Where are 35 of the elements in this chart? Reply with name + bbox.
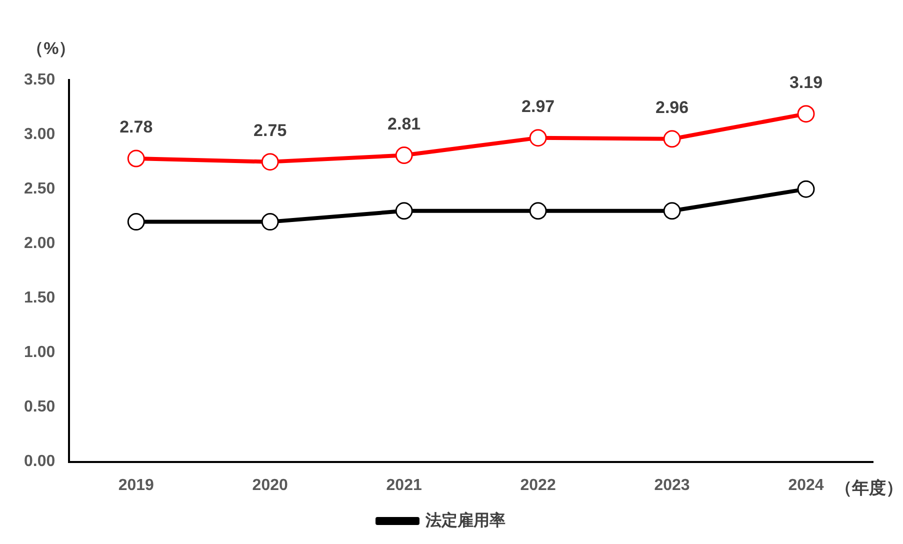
point [395, 202, 413, 220]
y-axis-title: （%） [26, 39, 76, 58]
point [663, 202, 681, 220]
x-axis-title: （年度） [835, 478, 903, 498]
x-tick-label: 2021 [386, 476, 422, 494]
point [529, 129, 547, 147]
point [797, 105, 815, 123]
data-label: 2.96 [655, 98, 689, 118]
x-tick-label: 2022 [520, 476, 556, 494]
y-tick-label: 2.50 [24, 180, 56, 198]
data-label: 2.97 [522, 97, 555, 116]
x-tick-label: 2024 [788, 476, 824, 494]
point [127, 150, 145, 168]
y-tick-label: 3.50 [24, 71, 56, 88]
point [261, 153, 279, 171]
x-tick-label: 2019 [118, 476, 154, 494]
point [663, 130, 681, 148]
y-tick-label: 0.00 [24, 453, 56, 470]
data-label: 2.75 [254, 121, 287, 140]
legend-label: 法定雇用率 [424, 510, 506, 530]
y-tick-label: 0.50 [24, 398, 56, 416]
point [797, 180, 815, 198]
data-label: 2.78 [120, 118, 153, 137]
y-tick-label: 3.00 [24, 126, 56, 143]
point [261, 213, 279, 231]
y-tick-label: 2.00 [24, 235, 56, 252]
data-label: 2.81 [388, 114, 421, 134]
data-label: 3.19 [789, 73, 823, 92]
point [529, 202, 547, 220]
y-tick-label: 1.50 [24, 290, 56, 307]
x-tick-label: 2020 [252, 476, 288, 494]
point [395, 146, 413, 164]
point [127, 213, 145, 231]
x-tick-label: 2023 [654, 476, 690, 494]
y-tick-label: 1.00 [24, 344, 56, 362]
